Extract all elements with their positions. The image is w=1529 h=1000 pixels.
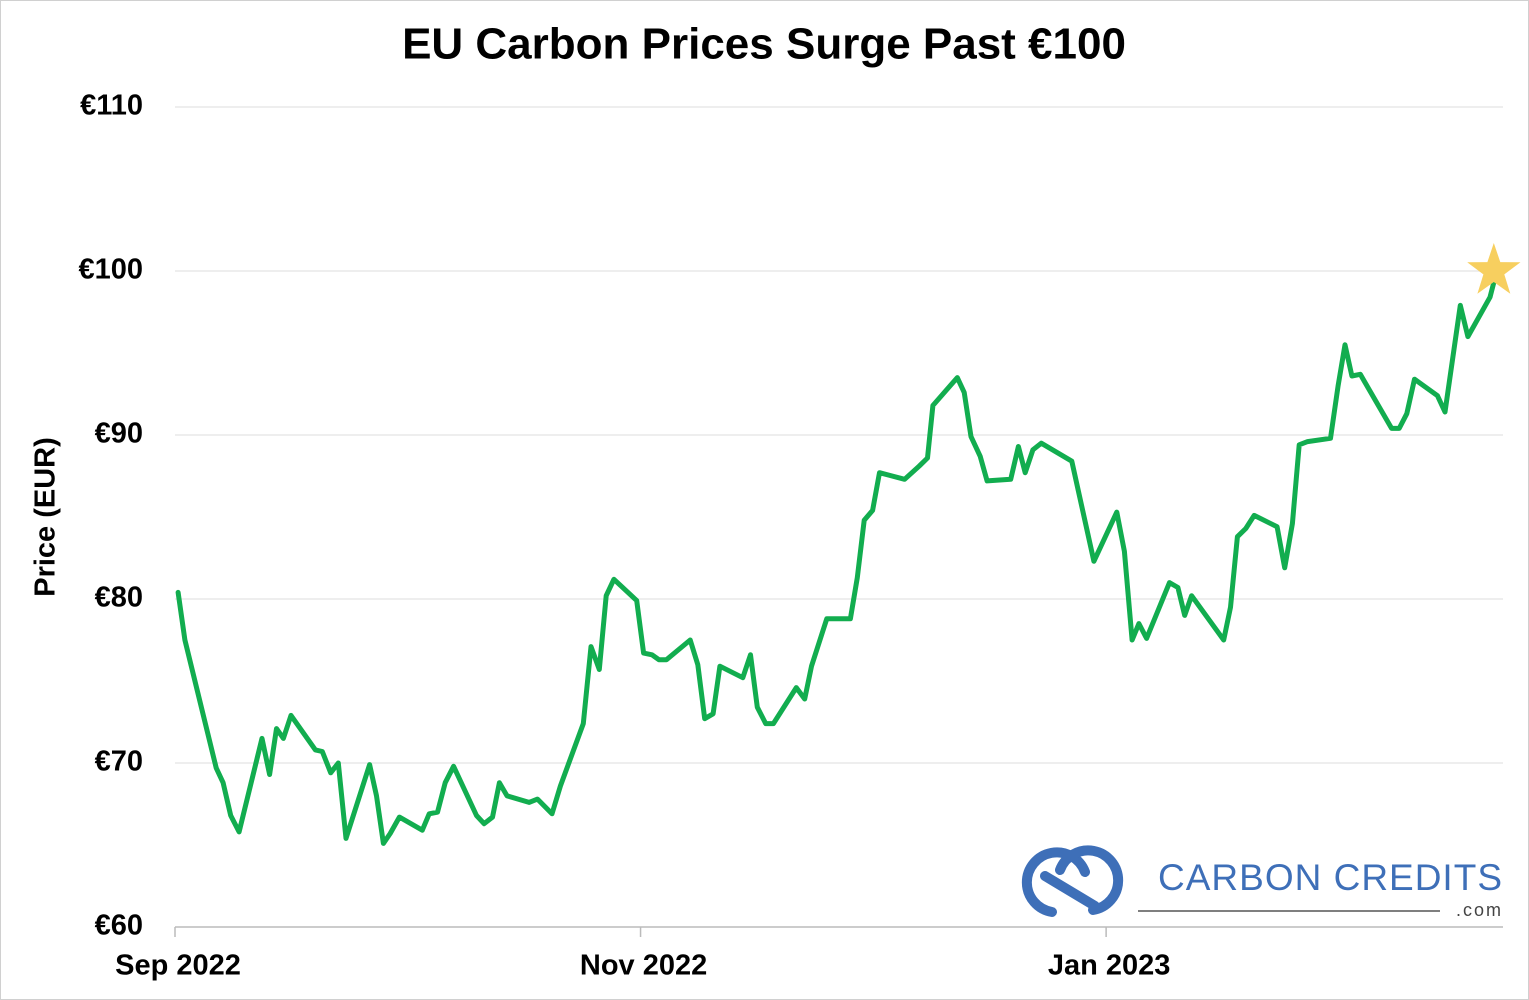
highlight-star: [1467, 243, 1521, 294]
chart-title: EU Carbon Prices Surge Past €100: [402, 20, 1126, 69]
price-line: [175, 280, 1497, 846]
logo-icon: [1021, 845, 1124, 917]
y-axis-label: Price (EUR): [30, 437, 62, 597]
y-tick-label: €90: [95, 418, 143, 450]
y-tick-label: €70: [95, 746, 143, 778]
watermark: CARBON CREDITS: [1158, 857, 1503, 898]
x-tick-label: Nov 2022: [580, 950, 707, 982]
y-tick-label: €110: [80, 90, 143, 122]
x-tick-label: Sep 2022: [115, 950, 241, 982]
watermark-sub: .com: [1456, 900, 1503, 920]
y-tick-label: €100: [78, 254, 143, 286]
x-tick-label: Jan 2023: [1048, 950, 1171, 982]
y-tick-label: €80: [95, 582, 143, 614]
y-tick-label: €60: [95, 910, 143, 942]
